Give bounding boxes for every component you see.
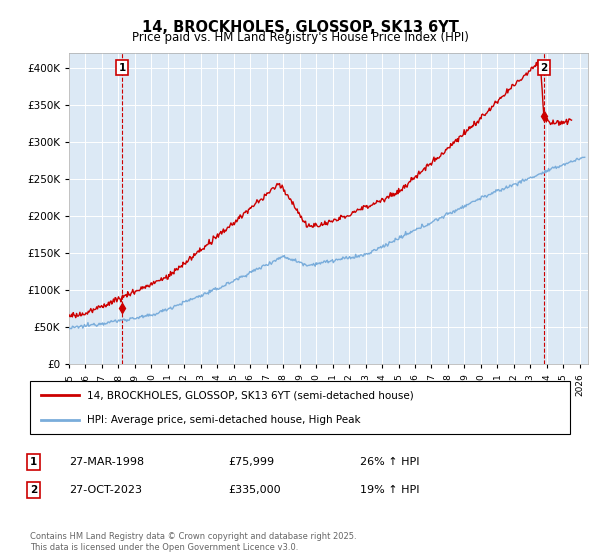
Text: £75,999: £75,999 — [228, 457, 274, 467]
Text: Price paid vs. HM Land Registry's House Price Index (HPI): Price paid vs. HM Land Registry's House … — [131, 31, 469, 44]
Text: 26% ↑ HPI: 26% ↑ HPI — [360, 457, 419, 467]
Text: Contains HM Land Registry data © Crown copyright and database right 2025.
This d: Contains HM Land Registry data © Crown c… — [30, 532, 356, 552]
FancyBboxPatch shape — [30, 381, 570, 434]
Text: 2: 2 — [30, 485, 37, 495]
Text: 1: 1 — [30, 457, 37, 467]
Text: 14, BROCKHOLES, GLOSSOP, SK13 6YT: 14, BROCKHOLES, GLOSSOP, SK13 6YT — [142, 20, 458, 35]
Text: 27-OCT-2023: 27-OCT-2023 — [69, 485, 142, 495]
Text: HPI: Average price, semi-detached house, High Peak: HPI: Average price, semi-detached house,… — [86, 414, 361, 424]
Text: 14, BROCKHOLES, GLOSSOP, SK13 6YT (semi-detached house): 14, BROCKHOLES, GLOSSOP, SK13 6YT (semi-… — [86, 390, 413, 400]
Text: 27-MAR-1998: 27-MAR-1998 — [69, 457, 144, 467]
Text: 19% ↑ HPI: 19% ↑ HPI — [360, 485, 419, 495]
Text: 1: 1 — [118, 63, 125, 73]
Text: £335,000: £335,000 — [228, 485, 281, 495]
Text: 2: 2 — [540, 63, 547, 73]
